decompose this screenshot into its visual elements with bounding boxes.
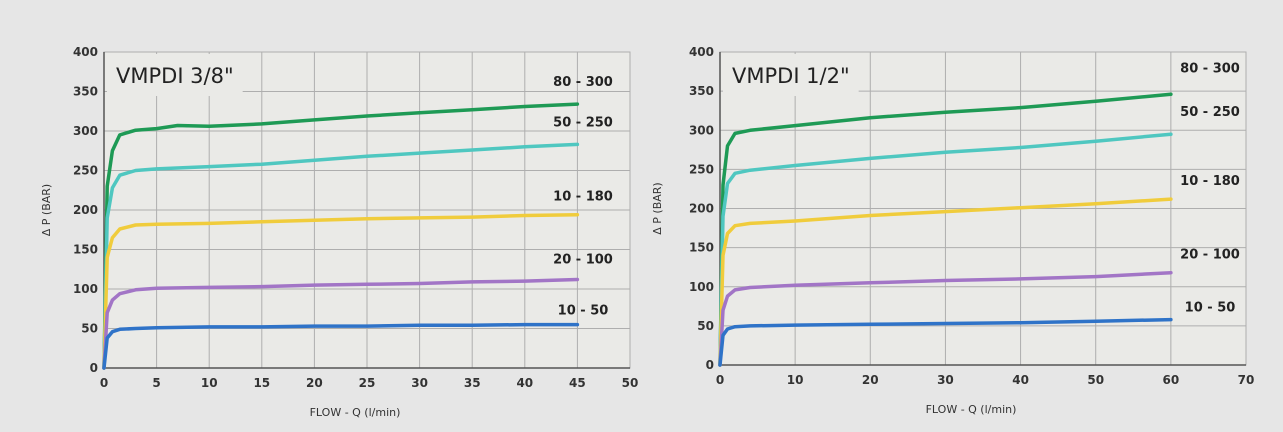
y-tick-label: 50 <box>697 319 714 333</box>
series-label: 20 - 100 <box>1180 248 1240 263</box>
y-tick-label: 400 <box>73 45 98 59</box>
x-tick-label: 15 <box>253 376 270 390</box>
y-tick-label: 150 <box>73 243 98 257</box>
y-tick-label: 50 <box>81 322 98 336</box>
series-line-10-50 <box>102 322 580 370</box>
series-line-80-300 <box>102 102 580 370</box>
x-tick-label: 40 <box>1012 373 1029 387</box>
series-label: 10 - 50 <box>558 304 609 319</box>
y-axis-label: Δ P (BAR) <box>651 182 664 234</box>
series-line-10-50 <box>718 317 1173 367</box>
chart-title: VMPDI 1/2" <box>732 64 850 88</box>
x-tick-label: 10 <box>201 376 218 390</box>
y-tick-label: 100 <box>689 280 714 294</box>
y-tick-label: 250 <box>73 164 98 178</box>
chart-title: VMPDI 3/8" <box>116 64 234 88</box>
series-label: 20 - 100 <box>553 253 613 268</box>
x-tick-label: 10 <box>787 373 804 387</box>
title-background <box>107 54 243 96</box>
y-tick-label: 350 <box>689 84 714 98</box>
y-tick-label: 300 <box>689 123 714 137</box>
x-tick-label: 45 <box>569 376 586 390</box>
y-axis-label: Δ P (BAR) <box>40 184 53 236</box>
series-line-20-100 <box>102 277 580 370</box>
y-tick-label: 400 <box>689 45 714 59</box>
x-tick-label: 20 <box>862 373 879 387</box>
series-line-80-300 <box>718 92 1173 367</box>
series-label: 80 - 300 <box>553 75 613 90</box>
y-tick-label: 200 <box>689 202 714 216</box>
y-tick-label: 200 <box>73 203 98 217</box>
y-tick-label: 100 <box>73 282 98 296</box>
x-tick-label: 35 <box>464 376 481 390</box>
x-tick-label: 40 <box>516 376 533 390</box>
series-label: 10 - 180 <box>1180 174 1240 189</box>
x-axis-label: FLOW - Q (l/min) <box>926 403 1017 416</box>
chart-2: 0 10 20 30 40 50 60 70 0 50 100 150 200 250 300 350 400 V… <box>651 45 1254 416</box>
x-axis-label: FLOW - Q (l/min) <box>310 406 401 419</box>
x-tick-label: 0 <box>100 376 108 390</box>
y-tick-label: 250 <box>689 162 714 176</box>
series-label: 50 - 250 <box>1180 105 1240 120</box>
x-tick-label: 50 <box>1087 373 1104 387</box>
x-tick-label: 70 <box>1238 373 1255 387</box>
series-label: 50 - 250 <box>553 115 613 130</box>
series-label: 10 - 180 <box>553 190 613 205</box>
y-tick-label: 0 <box>90 361 98 375</box>
y-tick-label: 150 <box>689 241 714 255</box>
title-background <box>723 54 859 96</box>
series-line-50-250 <box>102 142 580 370</box>
series-line-20-100 <box>718 270 1173 367</box>
series-line-50-250 <box>718 132 1173 367</box>
x-tick-label: 50 <box>622 376 639 390</box>
series-line-10-180 <box>718 197 1173 367</box>
chart-1: 0 5 10 15 20 25 30 35 40 45 50 0 50 100 150 200 250 300 35… <box>40 45 638 419</box>
x-tick-label: 20 <box>306 376 323 390</box>
y-tick-label: 300 <box>73 124 98 138</box>
y-tick-label: 0 <box>706 358 714 372</box>
x-tick-label: 0 <box>716 373 724 387</box>
x-tick-label: 5 <box>152 376 160 390</box>
x-tick-label: 25 <box>359 376 376 390</box>
series-label: 80 - 300 <box>1180 61 1240 76</box>
y-tick-label: 350 <box>73 85 98 99</box>
series-line-10-180 <box>102 212 580 370</box>
x-tick-label: 30 <box>411 376 428 390</box>
series-label: 10 - 50 <box>1185 301 1236 316</box>
x-tick-label: 60 <box>1163 373 1180 387</box>
x-tick-label: 30 <box>937 373 954 387</box>
